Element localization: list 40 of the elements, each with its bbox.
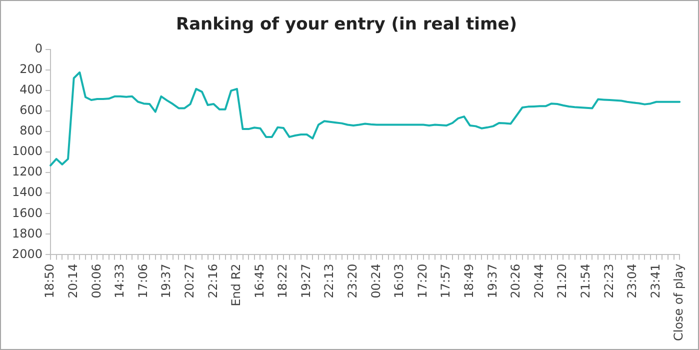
y-tick-label: 400: [20, 82, 43, 97]
x-tick-label: 19:27: [298, 264, 313, 298]
x-tick-label: 00:24: [368, 264, 383, 298]
x-tick-label: 23:04: [625, 264, 640, 298]
x-tick-label: 23:41: [648, 264, 662, 298]
x-tick-label: 21:20: [555, 264, 570, 298]
x-tick-label: 18:22: [276, 264, 290, 298]
x-tick-label: 22:13: [322, 264, 336, 298]
x-tick-label: 19:37: [485, 264, 500, 298]
x-tick-label: 18:50: [42, 264, 57, 298]
y-tick-label: 1800: [12, 226, 43, 240]
y-tick-label: 2000: [12, 246, 43, 261]
x-tick-label: 21:54: [578, 264, 593, 298]
x-tick-label: 16:03: [392, 264, 406, 298]
x-tick-label: 20:14: [66, 264, 80, 298]
x-tick-label: Close of play: [672, 264, 686, 342]
x-tick-label: 19:37: [159, 264, 174, 298]
y-tick-label: 1600: [12, 206, 43, 220]
x-tick-label: 23:20: [346, 264, 360, 298]
x-tick-label: 17:20: [415, 264, 430, 298]
x-tick-label: 22:16: [206, 264, 220, 298]
y-tick-label: 600: [20, 103, 43, 118]
x-tick-label: 17:06: [136, 264, 150, 298]
x-tick-label: 20:26: [508, 264, 523, 298]
x-tick-label: 20:27: [182, 264, 196, 298]
y-tick-label: 1200: [12, 164, 43, 179]
y-tick-label: 200: [20, 62, 43, 76]
x-tick-label: 16:45: [252, 264, 266, 298]
x-tick-label: End R2: [229, 264, 244, 306]
y-tick-label: 1000: [12, 144, 43, 158]
x-tick-label: 00:06: [89, 264, 104, 298]
chart-title: Ranking of your entry (in real time): [176, 14, 518, 35]
x-tick-label: 20:44: [532, 264, 546, 298]
x-tick-label: 14:33: [112, 264, 127, 298]
x-tick-label: 22:23: [602, 264, 616, 298]
y-tick-label: 800: [20, 124, 43, 138]
y-tick-label: 1400: [12, 185, 43, 200]
y-tick-label: 0: [34, 42, 43, 56]
x-tick-label: 18:49: [462, 264, 476, 298]
x-tick-label: 17:57: [438, 264, 453, 298]
